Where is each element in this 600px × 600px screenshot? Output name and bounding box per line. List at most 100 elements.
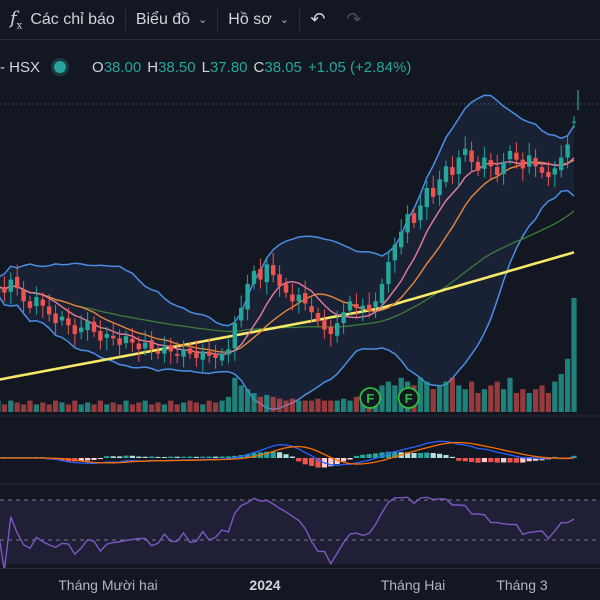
volume-bar	[321, 400, 327, 412]
candle-body	[143, 342, 148, 349]
volume-bar	[283, 400, 289, 412]
candle-body	[8, 279, 13, 292]
macd-histogram-bar	[353, 455, 359, 458]
macd-histogram-bar	[97, 458, 103, 460]
volume-bar	[0, 400, 1, 412]
volume-bar	[251, 393, 257, 412]
macd-histogram-bar	[142, 456, 148, 458]
volume-bar	[46, 404, 52, 412]
volume-bar	[1, 404, 7, 412]
candle-body	[200, 351, 205, 360]
ma-mid-line	[0, 159, 575, 353]
volume-bar	[232, 377, 238, 412]
candle-body	[283, 283, 289, 293]
macd-histogram-bar	[161, 456, 167, 458]
candle-body	[533, 157, 538, 167]
candle-body	[136, 343, 141, 350]
event-marker-label: F	[405, 391, 413, 406]
chart-menu-button[interactable]: Biểu đồ ⌄	[126, 0, 217, 40]
macd-histogram-bar	[481, 458, 487, 463]
candle-body	[53, 313, 58, 324]
macd-histogram-bar	[513, 458, 519, 463]
macd-line	[0, 440, 575, 466]
redo-icon: ↷	[346, 9, 362, 29]
candle-body	[469, 150, 474, 162]
macd-histogram-bar	[264, 451, 270, 458]
time-axis[interactable]: Tháng Mười hai 2024 Tháng Hai Tháng 3	[0, 568, 600, 600]
macd-histogram-bar	[283, 454, 289, 458]
volume-bar	[27, 400, 33, 412]
candle-body	[187, 348, 193, 354]
volume-bar	[21, 404, 27, 412]
volume-bar	[142, 400, 148, 412]
volume-bar	[513, 393, 519, 412]
volume-bar	[65, 404, 71, 412]
candle-body	[475, 161, 481, 171]
macd-histogram-bar	[123, 455, 129, 458]
candle-body	[213, 354, 218, 358]
volume-bar	[526, 393, 532, 412]
candle-body	[373, 301, 378, 308]
candle-body	[264, 264, 269, 283]
macd-histogram-bar	[437, 453, 443, 458]
indicators-button[interactable]: fx Các chỉ báo	[0, 0, 125, 40]
volume-bar	[123, 400, 129, 412]
chevron-down-icon: ⌄	[279, 14, 289, 26]
candle-body	[181, 349, 186, 357]
macd-histogram-bar	[501, 458, 507, 463]
candle-body	[303, 293, 308, 304]
macd-histogram-bar	[251, 452, 257, 458]
candle-body	[431, 188, 436, 197]
candle-body	[565, 144, 570, 158]
candle-body	[367, 304, 372, 311]
macd-histogram-bar	[449, 456, 455, 458]
candle-body	[66, 318, 71, 326]
macd-histogram-bar	[302, 458, 308, 465]
candle-body	[354, 303, 359, 308]
volume-bar	[539, 385, 545, 412]
volume-bar	[200, 404, 206, 412]
macd-histogram-bar	[430, 452, 436, 458]
candle-body	[219, 353, 225, 361]
undo-button[interactable]: ↶	[300, 0, 336, 40]
macd-histogram-bar	[456, 458, 462, 461]
macd-histogram-bar	[219, 456, 225, 458]
market-status-dot[interactable]	[54, 61, 67, 73]
high-value: 38.50	[158, 58, 196, 76]
macd-histogram-bar	[443, 455, 449, 458]
candle-body	[226, 349, 231, 355]
bollinger-upper-line	[0, 94, 575, 327]
candle-body	[559, 157, 564, 171]
redo-button[interactable]: ↷	[336, 0, 372, 40]
open-value: 38.00	[103, 58, 142, 76]
volume-bar	[296, 400, 302, 412]
undo-icon: ↶	[310, 9, 326, 29]
volume-bar	[449, 377, 455, 412]
volume-bar	[174, 404, 180, 412]
volume-bar	[392, 385, 398, 412]
volume-bar	[494, 381, 500, 412]
candle-body	[379, 283, 385, 304]
macd-histogram-bar	[520, 458, 526, 463]
volume-bar	[430, 389, 436, 412]
volume-bar	[533, 389, 539, 412]
candle-body	[72, 325, 77, 334]
candle-body	[296, 294, 301, 302]
candle-body	[239, 307, 244, 321]
macd-histogram-bar	[360, 454, 366, 458]
candle-body	[2, 286, 7, 293]
volume-bar	[72, 400, 78, 412]
macd-histogram-bar	[213, 456, 219, 458]
change-value: +1.05 (+2.84%)	[307, 58, 412, 76]
macd-histogram-bar	[373, 453, 379, 458]
volume-bar	[462, 389, 468, 412]
profile-menu-button[interactable]: Hồ sơ ⌄	[218, 0, 299, 40]
candle-body	[194, 350, 199, 358]
macd-histogram-bar	[59, 458, 65, 461]
volume-bar	[149, 404, 155, 412]
candle-body	[104, 334, 109, 338]
macd-histogram-bar	[187, 456, 193, 458]
candle-body	[59, 316, 65, 321]
macd-histogram-bar	[411, 452, 417, 458]
